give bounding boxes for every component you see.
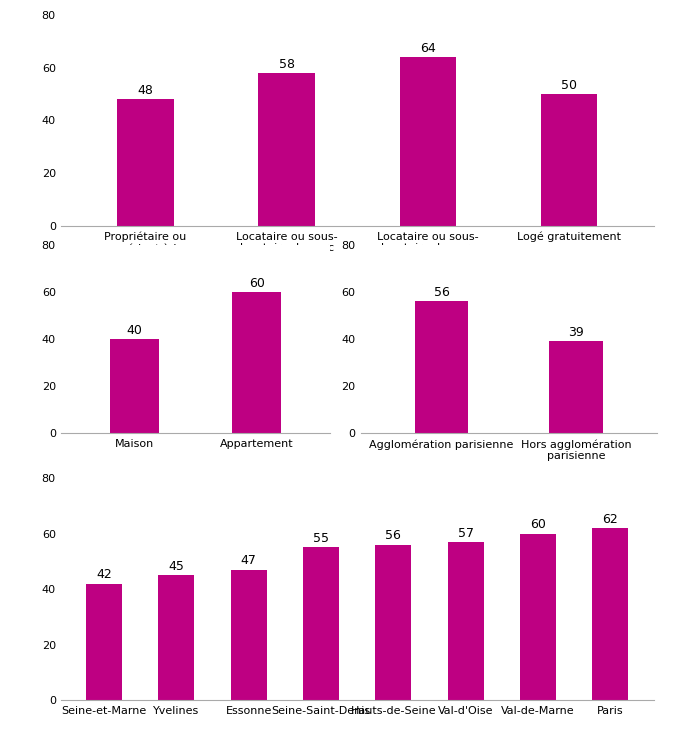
Text: 47: 47 [241, 554, 257, 568]
Text: 45: 45 [168, 560, 184, 573]
Text: 60: 60 [249, 277, 265, 290]
Text: 50: 50 [561, 79, 577, 92]
Text: 56: 56 [386, 529, 401, 542]
Text: 64: 64 [420, 42, 435, 55]
Text: 57: 57 [458, 527, 474, 539]
Bar [110, 339, 158, 433]
Bar [231, 570, 267, 700]
Text: 58: 58 [278, 58, 295, 71]
Bar [541, 94, 597, 226]
Text: 56: 56 [433, 286, 450, 299]
Bar [415, 301, 468, 433]
Bar [117, 99, 174, 226]
Text: 48: 48 [137, 84, 153, 97]
Text: 39: 39 [568, 327, 584, 339]
Bar [592, 528, 628, 700]
Bar [86, 584, 122, 700]
Bar [520, 534, 556, 700]
Bar [400, 57, 456, 226]
Bar [375, 545, 411, 700]
Bar [303, 548, 339, 700]
Bar [549, 342, 603, 433]
Text: 62: 62 [603, 513, 618, 526]
Bar [233, 292, 281, 433]
Text: 42: 42 [96, 568, 112, 581]
Bar [258, 73, 315, 226]
Bar [448, 542, 484, 700]
Text: 40: 40 [126, 324, 142, 337]
Bar [158, 575, 195, 700]
Text: 55: 55 [313, 532, 329, 545]
Text: 60: 60 [530, 518, 546, 531]
